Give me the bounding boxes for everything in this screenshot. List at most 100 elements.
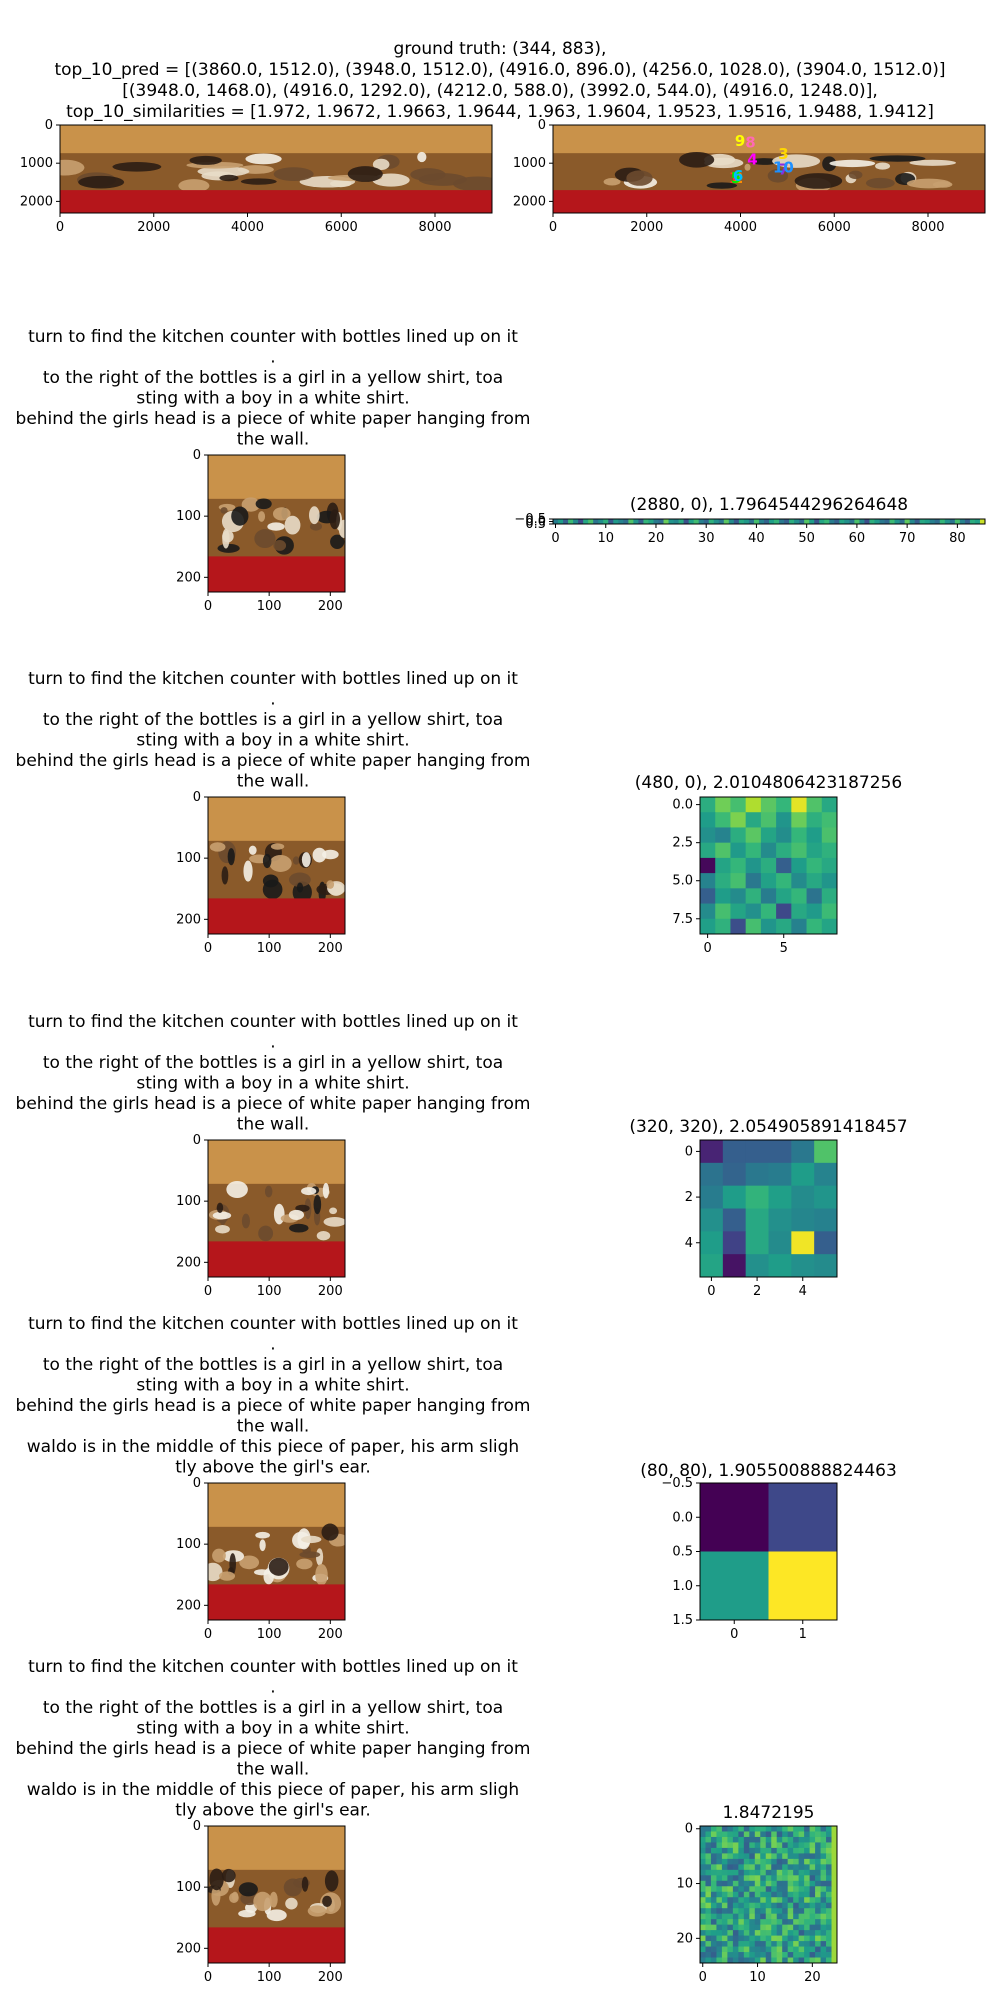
heatmap-cell: [791, 918, 807, 935]
heatmap-cell: [710, 1847, 717, 1854]
heatmap-cell: [700, 1952, 706, 1958]
crowd-blob: [208, 1562, 223, 1582]
y-tick-label: 2000: [20, 194, 53, 209]
heatmap-cell: [754, 1913, 761, 1920]
heatmap-cell: [658, 519, 664, 525]
heatmap-cell: [745, 842, 762, 859]
heatmap-cell: [738, 1913, 745, 1920]
heatmap-cell: [820, 1919, 827, 1926]
heatmap-cell: [791, 1185, 815, 1209]
crowd-blob: [767, 168, 789, 183]
heatmap-cell: [716, 1908, 723, 1915]
heatmap-cell: [727, 1853, 734, 1860]
heatmap-cell: [727, 1930, 734, 1936]
heatmap-cell: [776, 1847, 783, 1854]
heatmap-cell: [804, 1952, 810, 1958]
heatmap-cell: [743, 1908, 750, 1915]
heatmap-cell: [776, 1897, 783, 1904]
heatmap-cell: [820, 1924, 827, 1931]
heatmap-cell: [798, 1908, 805, 1915]
heatmap-cell: [749, 1853, 756, 1860]
crowd-blob: [749, 158, 780, 165]
heatmap-cell: [809, 1946, 816, 1953]
heatmap-cell: [819, 519, 825, 525]
heatmap-cell: [710, 1930, 717, 1936]
heatmap-cell: [776, 1886, 783, 1893]
heatmap-cell: [745, 918, 762, 935]
crowd-blob: [268, 1557, 289, 1576]
heatmap-cell: [798, 1836, 805, 1843]
heatmap-cell: [814, 1140, 838, 1164]
heatmap-cell: [716, 1952, 723, 1958]
heatmap-cell: [791, 1162, 815, 1187]
heatmap-cell: [826, 1919, 832, 1926]
heatmap-cell: [809, 1875, 816, 1882]
heatmap-cell: [653, 519, 659, 525]
heatmap-cell: [743, 1836, 750, 1843]
floor: [60, 190, 492, 213]
heatmap-cell: [700, 1924, 706, 1931]
prediction-marker: 10: [773, 159, 794, 177]
heatmap-cell: [760, 1930, 767, 1936]
heatmap-cell: [771, 1902, 778, 1909]
crowd-blob: [227, 848, 235, 866]
heatmap-cell: [804, 1930, 810, 1936]
heatmap-cell: [705, 1847, 712, 1854]
heatmap-cell: [798, 1924, 805, 1931]
crowd-blob: [932, 181, 953, 188]
heatmap-cell: [705, 1946, 712, 1953]
floor: [208, 898, 345, 934]
heatmap-cell: [710, 1941, 717, 1947]
heatmap-cell: [821, 812, 838, 828]
heatmap-cell: [771, 1858, 778, 1865]
heatmap-cell: [749, 1864, 756, 1871]
crowd-blob: [258, 1225, 274, 1242]
photo-content: [60, 125, 492, 213]
heatmap-cell: [754, 1946, 761, 1953]
heatmap-cell: [820, 1897, 827, 1904]
heatmap-cell: [782, 1853, 789, 1860]
heatmap-cell: [815, 1858, 821, 1865]
heatmap-cell: [738, 1869, 745, 1876]
heatmap-cell: [743, 1941, 750, 1947]
heatmap-cell: [771, 1930, 778, 1936]
axes-frame: [59, 124, 493, 214]
heatmap-cell: [793, 1847, 800, 1854]
floor: [208, 1584, 345, 1620]
heatmap-cell: [831, 1880, 838, 1887]
heatmap-cell: [716, 1826, 723, 1832]
heatmap-cell: [798, 1919, 805, 1926]
heatmap-cell: [798, 1930, 805, 1936]
heatmap-cell: [765, 1952, 772, 1958]
heatmap-cell: [804, 1847, 810, 1854]
caption-line: behind the girls head is a piece of whit…: [16, 1739, 531, 1759]
heatmap-cell: [743, 1935, 750, 1942]
heatmap-cell: [738, 1831, 745, 1838]
heatmap-cell: [793, 1941, 800, 1947]
heatmap-cell: [705, 1952, 712, 1958]
heatmap-cell: [771, 1919, 778, 1926]
heatmap-cell: [826, 1957, 832, 1964]
crowd-blob: [315, 1563, 328, 1586]
heatmap-cell: [738, 1864, 745, 1871]
heatmap-cell: [793, 1897, 800, 1904]
heatmap-cell: [749, 1924, 756, 1931]
heatmap-cell: [715, 903, 731, 920]
heatmap-cell: [831, 1897, 838, 1904]
caption-line: tly above the girl's ear.: [175, 1458, 371, 1478]
heatmap-cell: [776, 888, 792, 904]
heatmap-cell: [700, 1831, 706, 1838]
crowd-blob: [288, 1209, 305, 1220]
heatmap-cell: [782, 1864, 789, 1871]
heatmap-cell: [700, 873, 716, 889]
heatmap-cell: [824, 519, 830, 525]
heatmap-cell: [804, 1880, 810, 1887]
heatmap-cell: [771, 1924, 778, 1931]
heatmap-cell: [663, 519, 669, 525]
heatmap-cell: [710, 1864, 717, 1871]
heatmap-cell: [738, 1836, 745, 1843]
heatmap-cell: [754, 1875, 761, 1882]
heatmap-cell: [776, 1946, 783, 1953]
heatmap-cell: [831, 1919, 838, 1926]
heatmap-cell: [820, 1858, 827, 1865]
